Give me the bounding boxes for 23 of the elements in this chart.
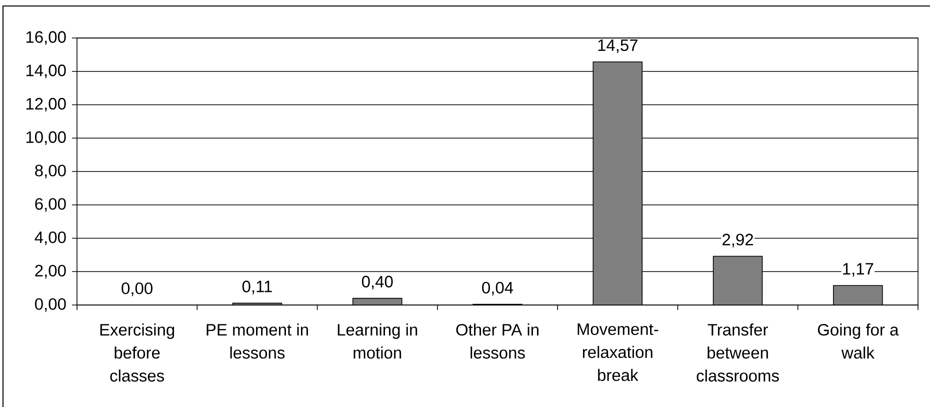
x-tick-label: PE moment in lessons [206,324,308,359]
x-tick-label: Going for a walk [818,324,899,359]
y-tick-label: 2,00 [35,264,66,278]
y-tick-label: 6,00 [35,198,66,212]
y-tick-label: 12,00 [26,98,66,112]
data-label: 0,00 [122,282,152,296]
data-label: 1,17 [843,263,874,277]
x-tick-label: Movement-relaxation break [578,324,658,382]
y-tick-label: 16,00 [26,31,66,45]
y-tick-label: 0,00 [35,298,66,312]
y-tick-label: 10,00 [26,131,66,145]
x-tick-label: Exercising before classes [100,324,174,382]
x-tick-label: Transfer between classrooms [696,324,779,382]
data-label: 0,04 [482,282,514,296]
y-tick-label: 8,00 [35,164,66,178]
data-label: 14,57 [598,40,638,53]
data-label: 2,92 [722,234,754,248]
y-tick-label: 14,00 [26,64,66,78]
x-tick-label: Other PA in lessons [456,324,538,359]
x-tick-label: Learning in motion [338,324,418,359]
data-label: 0,11 [242,280,272,294]
data-label: 0,40 [362,276,393,290]
y-tick-label: 4,00 [34,231,66,246]
